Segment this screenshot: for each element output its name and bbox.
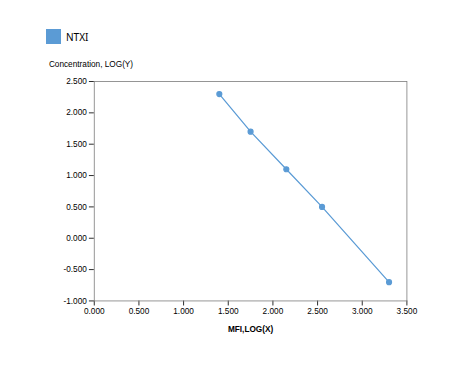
svg-text:0.000: 0.000	[84, 307, 105, 316]
svg-text:1.000: 1.000	[66, 171, 87, 180]
svg-text:3.000: 3.000	[352, 307, 373, 316]
svg-text:2.000: 2.000	[263, 307, 284, 316]
svg-text:-1.000: -1.000	[63, 297, 87, 306]
svg-text:0.000: 0.000	[66, 234, 87, 243]
svg-text:0.500: 0.500	[129, 307, 150, 316]
svg-text:-0.500: -0.500	[63, 265, 87, 274]
svg-text:2.500: 2.500	[307, 307, 328, 316]
svg-text:MFI,LOG(X): MFI,LOG(X)	[228, 325, 274, 334]
html-text:NTXI: NTXI	[66, 29, 89, 44]
svg-text:1.000: 1.000	[173, 307, 194, 316]
svg-text:1.500: 1.500	[218, 307, 239, 316]
svg-text:2.000: 2.000	[66, 108, 87, 117]
svg-text:2.500: 2.500	[66, 77, 87, 86]
svg-text:Concentration, LOG(Y): Concentration, LOG(Y)	[49, 60, 133, 69]
svg-text:3.500: 3.500	[397, 307, 418, 316]
svg-text:1.500: 1.500	[66, 140, 87, 149]
svg-text:0.500: 0.500	[66, 203, 87, 212]
